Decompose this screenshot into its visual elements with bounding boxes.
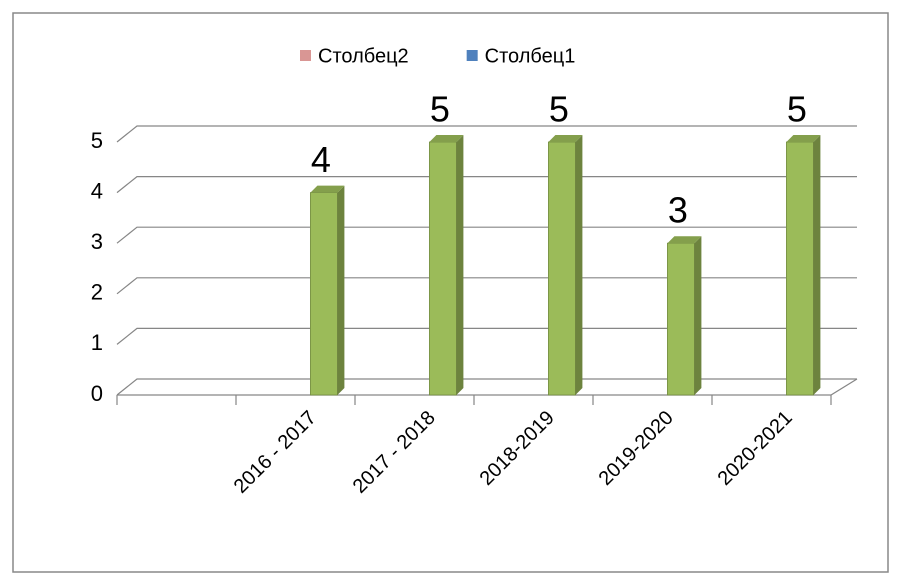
y-tick-label: 3 bbox=[91, 229, 103, 254]
bar-side bbox=[456, 135, 464, 395]
bar-top bbox=[429, 135, 464, 142]
grid-line bbox=[116, 226, 857, 244]
data-label: 5 bbox=[787, 89, 807, 130]
data-label: 5 bbox=[549, 89, 569, 130]
y-tick-label: 5 bbox=[91, 128, 103, 153]
bar-top bbox=[786, 135, 821, 142]
data-label: 5 bbox=[430, 89, 450, 130]
y-tick-label: 0 bbox=[91, 381, 103, 406]
bar-top bbox=[548, 135, 583, 142]
grid-line bbox=[116, 378, 857, 396]
grid-line bbox=[116, 125, 857, 143]
data-label: 4 bbox=[311, 139, 331, 180]
bar bbox=[548, 141, 576, 396]
legend-label: Столбец2 bbox=[318, 45, 409, 67]
grid-line bbox=[116, 277, 857, 295]
bar-side bbox=[813, 135, 821, 395]
legend-swatch bbox=[466, 50, 478, 61]
data-label: 3 bbox=[668, 190, 688, 231]
y-tick-label: 2 bbox=[91, 280, 103, 305]
grid-line bbox=[116, 327, 857, 345]
bar bbox=[667, 242, 695, 396]
y-tick-label: 4 bbox=[91, 178, 103, 203]
y-tick-label: 1 bbox=[91, 330, 103, 355]
bar-top bbox=[667, 236, 702, 244]
bar bbox=[428, 141, 457, 396]
bar-top bbox=[310, 185, 345, 193]
bar bbox=[309, 192, 338, 396]
bar bbox=[786, 141, 814, 396]
bar-side bbox=[575, 135, 583, 395]
bar-side bbox=[337, 185, 345, 395]
legend-label: Столбец1 bbox=[485, 45, 576, 67]
legend-swatch bbox=[300, 50, 311, 61]
grid-line bbox=[116, 176, 857, 194]
bar-side bbox=[694, 236, 702, 395]
